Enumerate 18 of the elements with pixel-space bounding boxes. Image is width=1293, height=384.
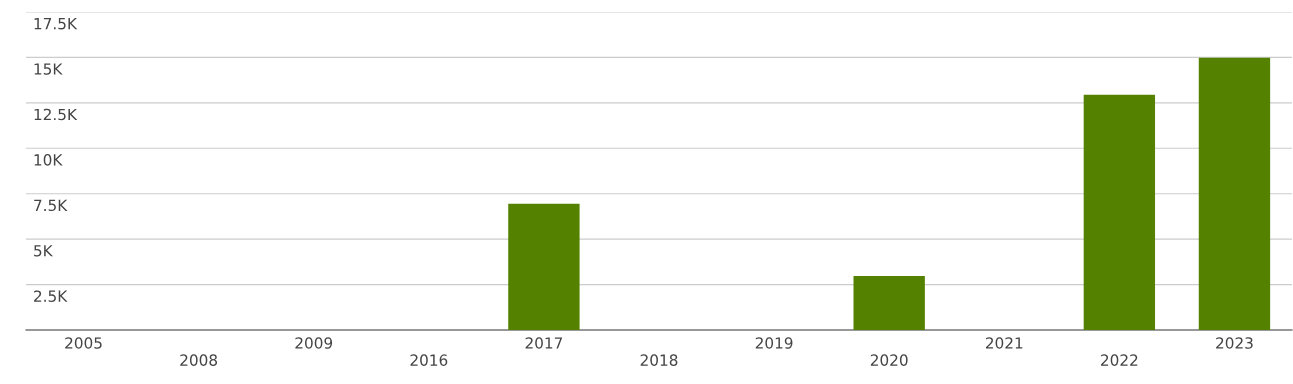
x-tick-label: 2016 xyxy=(410,354,448,366)
y-tick-label: 17.5K xyxy=(34,18,78,30)
x-tick-label: 2017 xyxy=(525,337,563,349)
x-tick-label: 2020 xyxy=(870,354,908,366)
x-tick-label: 2018 xyxy=(640,354,678,366)
x-tick-label: 2022 xyxy=(1101,354,1138,366)
y-tick-label: 10K xyxy=(34,154,63,166)
y-tick-label: 5K xyxy=(34,245,53,257)
x-tick-label: 2021 xyxy=(985,337,1023,349)
y-tick-label: 2.5K xyxy=(34,290,68,302)
x-tick-label: 2019 xyxy=(755,337,793,349)
x-tick-label: 2008 xyxy=(180,354,218,366)
y-tick-label: 12.5K xyxy=(34,108,78,121)
x-tick-label: 2009 xyxy=(295,337,333,349)
x-tick-label: 2005 xyxy=(65,337,102,349)
y-tick-label: 15K xyxy=(34,63,63,75)
y-tick-label: 7.5K xyxy=(34,199,68,212)
x-tick-label: 2023 xyxy=(1216,337,1253,349)
